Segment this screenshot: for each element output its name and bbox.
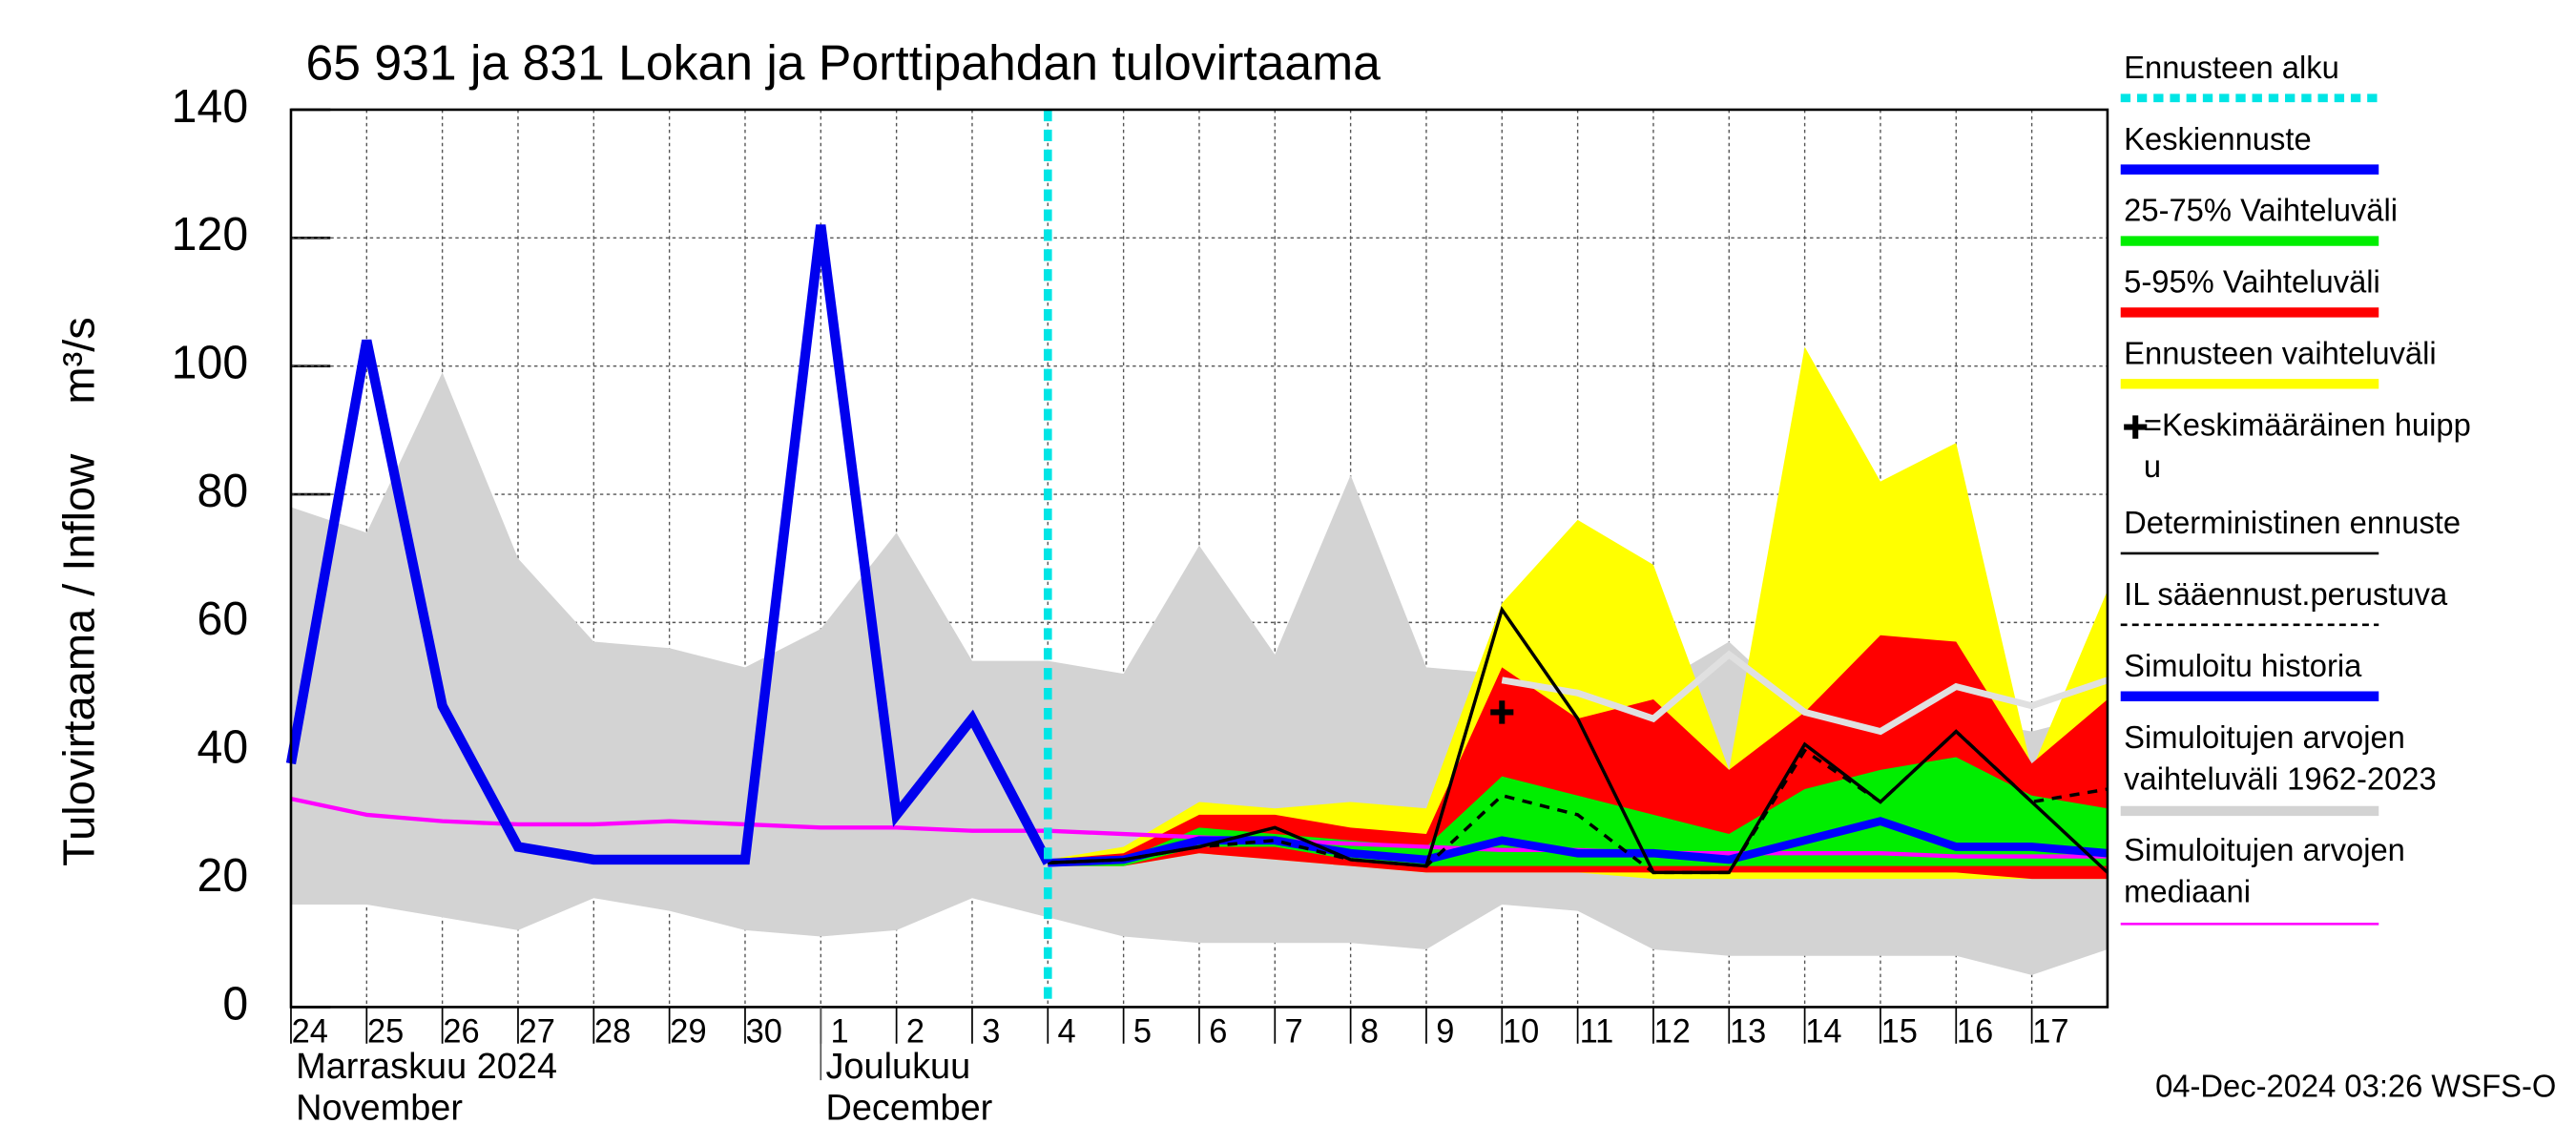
legend-label: vaihteluväli 1962-2023	[2124, 760, 2437, 796]
month-label: Marraskuu 2024	[296, 1047, 557, 1087]
x-tick-label: 15	[1881, 1013, 1918, 1050]
legend-label: Deterministinen ennuste	[2124, 505, 2461, 540]
month-label: December	[825, 1088, 992, 1128]
legend-label: Simuloitu historia	[2124, 648, 2362, 683]
y-axis-label: Tulovirtaama / Inflow m³/s	[54, 317, 104, 866]
band	[1048, 757, 2108, 866]
x-tick-label: 8	[1361, 1013, 1379, 1050]
y-tick-label: 0	[222, 978, 248, 1030]
y-tick-label: 40	[197, 721, 249, 773]
y-tick-label: 100	[172, 337, 248, 388]
footer: 04-Dec-2024 03:26 WSFS-O	[2155, 1068, 2556, 1103]
y-tick-label: 60	[197, 593, 249, 645]
x-tick-label: 16	[1957, 1013, 1993, 1050]
x-tick-label: 1	[831, 1013, 849, 1050]
x-tick-label: 24	[292, 1013, 328, 1050]
line	[1501, 650, 2109, 736]
x-tick-label: 3	[982, 1013, 1000, 1050]
legend-label: Simuloitujen arvojen	[2124, 719, 2405, 755]
x-tick-label: 26	[443, 1013, 479, 1050]
y-tick-label: 140	[172, 81, 248, 133]
x-tick-label: 29	[670, 1013, 706, 1050]
peak-marker	[1490, 700, 1514, 724]
legend-label: Simuloitujen arvojen	[2124, 832, 2405, 867]
legend-label: u	[2144, 448, 2161, 484]
x-tick-label: 4	[1058, 1013, 1076, 1050]
x-tick-label: 17	[2032, 1013, 2068, 1050]
line	[1048, 605, 2109, 875]
legend-marker	[2124, 415, 2148, 439]
x-tick-label: 6	[1209, 1013, 1227, 1050]
x-tick-label: 10	[1503, 1013, 1539, 1050]
y-tick-label: 20	[197, 850, 249, 902]
x-tick-label: 12	[1654, 1013, 1691, 1050]
x-tick-label: 13	[1730, 1013, 1766, 1050]
legend-label: mediaani	[2124, 874, 2251, 909]
legend-label: 25-75% Vaihteluväli	[2124, 193, 2398, 228]
legend-label: IL sääennust.perustuva	[2124, 576, 2448, 612]
chart-title: 65 931 ja 831 Lokan ja Porttipahdan tulo…	[305, 35, 1381, 91]
x-tick-label: 2	[906, 1013, 924, 1050]
x-tick-label: 28	[594, 1013, 631, 1050]
legend-label: Ennusteen vaihteluväli	[2124, 335, 2437, 370]
legend-label: Keskiennuste	[2124, 121, 2312, 156]
y-tick-label: 120	[172, 209, 248, 260]
x-tick-label: 5	[1133, 1013, 1152, 1050]
x-tick-label: 30	[746, 1013, 782, 1050]
x-tick-label: 9	[1436, 1013, 1454, 1050]
x-tick-label: 14	[1805, 1013, 1841, 1050]
x-tick-label: 25	[367, 1013, 404, 1050]
line	[285, 224, 1052, 865]
legend-label: 5-95% Vaihteluväli	[2124, 263, 2380, 299]
x-tick-label: 11	[1580, 1013, 1614, 1050]
y-tick-label: 80	[197, 466, 249, 517]
month-label: Joulukuu	[825, 1047, 970, 1087]
month-label: November	[296, 1088, 463, 1128]
legend-label: =Keskimääräinen huipp	[2144, 406, 2471, 442]
x-tick-label: 27	[519, 1013, 555, 1050]
x-tick-label: 7	[1285, 1013, 1303, 1050]
legend-label: Ennusteen alku	[2124, 50, 2339, 85]
